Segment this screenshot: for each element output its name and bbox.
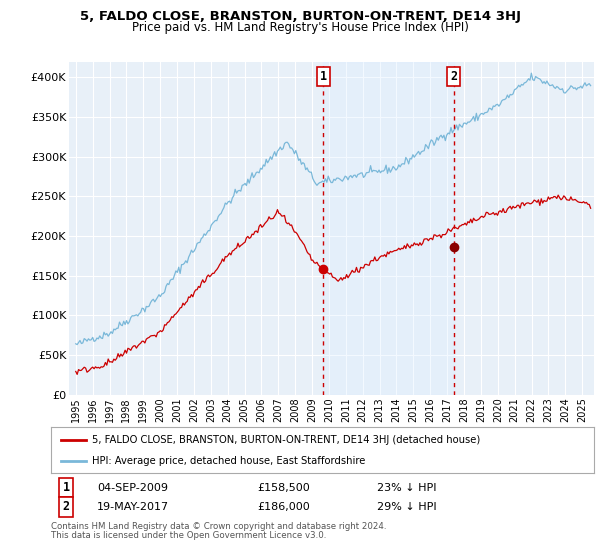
Text: This data is licensed under the Open Government Licence v3.0.: This data is licensed under the Open Gov…	[51, 531, 326, 540]
Text: 2: 2	[450, 70, 457, 83]
Text: 19-MAY-2017: 19-MAY-2017	[97, 502, 169, 512]
Text: 04-SEP-2009: 04-SEP-2009	[97, 483, 168, 493]
Bar	[323, 62, 454, 395]
Text: 2: 2	[62, 501, 70, 514]
Text: Contains HM Land Registry data © Crown copyright and database right 2024.: Contains HM Land Registry data © Crown c…	[51, 522, 386, 531]
Text: 1: 1	[320, 70, 327, 83]
Text: 5, FALDO CLOSE, BRANSTON, BURTON-ON-TRENT, DE14 3HJ (detached house): 5, FALDO CLOSE, BRANSTON, BURTON-ON-TREN…	[92, 435, 480, 445]
Text: 1: 1	[62, 481, 70, 494]
Text: £158,500: £158,500	[257, 483, 310, 493]
Text: £186,000: £186,000	[257, 502, 310, 512]
Text: Price paid vs. HM Land Registry's House Price Index (HPI): Price paid vs. HM Land Registry's House …	[131, 21, 469, 34]
Text: HPI: Average price, detached house, East Staffordshire: HPI: Average price, detached house, East…	[92, 456, 365, 466]
Text: 5, FALDO CLOSE, BRANSTON, BURTON-ON-TRENT, DE14 3HJ: 5, FALDO CLOSE, BRANSTON, BURTON-ON-TREN…	[79, 10, 521, 23]
Text: 29% ↓ HPI: 29% ↓ HPI	[377, 502, 436, 512]
Text: 23% ↓ HPI: 23% ↓ HPI	[377, 483, 436, 493]
